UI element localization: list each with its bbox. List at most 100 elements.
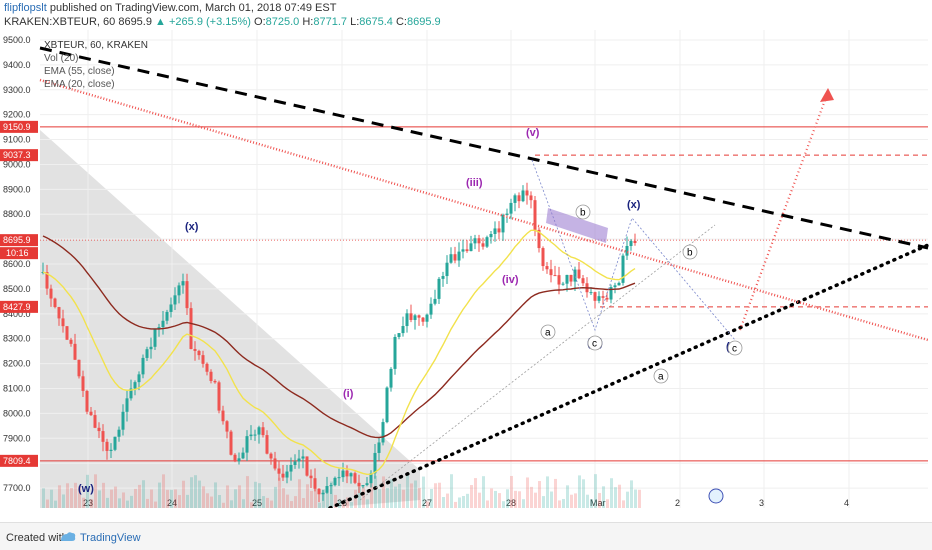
volume-bar bbox=[374, 475, 377, 508]
volume-bar bbox=[50, 489, 53, 508]
volume-bar bbox=[210, 496, 213, 508]
candle-body bbox=[381, 422, 385, 443]
candle-body bbox=[137, 374, 141, 383]
volume-bar bbox=[518, 491, 521, 508]
candle-body bbox=[161, 320, 165, 328]
volume-bar bbox=[62, 494, 65, 508]
volume-bar bbox=[74, 482, 77, 508]
candle-body bbox=[425, 314, 429, 322]
volume-bar bbox=[390, 479, 393, 508]
volume-bar bbox=[554, 478, 557, 508]
x-tick-label: 3 bbox=[759, 498, 764, 508]
x-tick-label: 25 bbox=[252, 498, 262, 508]
volume-bar bbox=[434, 483, 437, 508]
candle-body bbox=[145, 349, 149, 358]
candle-body bbox=[529, 195, 533, 201]
volume-bar bbox=[558, 500, 561, 508]
price-badge bbox=[0, 300, 38, 313]
volume-bar bbox=[58, 485, 61, 508]
candle-body bbox=[45, 272, 49, 289]
volume-bar bbox=[574, 493, 577, 508]
candle-body bbox=[357, 482, 361, 487]
volume-bar bbox=[474, 478, 477, 508]
price-badge bbox=[0, 149, 38, 162]
candle-body bbox=[313, 478, 317, 489]
candle-body bbox=[557, 275, 561, 285]
circle-label-bg bbox=[587, 335, 603, 351]
volume-bar bbox=[250, 502, 253, 508]
candle-body bbox=[245, 436, 249, 453]
tradingview-logo-icon bbox=[61, 532, 76, 541]
candle-body bbox=[349, 473, 353, 477]
candle-body bbox=[265, 435, 269, 454]
red-dotted-trendline bbox=[39, 78, 929, 342]
price-badge bbox=[0, 120, 38, 133]
candle-body bbox=[261, 427, 265, 436]
volume-bar bbox=[378, 489, 381, 508]
candle-body bbox=[377, 442, 381, 453]
volume-bar bbox=[354, 489, 357, 508]
candle-body bbox=[569, 274, 573, 282]
volume-bar bbox=[246, 476, 249, 508]
volume-bar bbox=[598, 492, 601, 508]
open-value: 8725.0 bbox=[265, 16, 300, 28]
volume-bar bbox=[54, 500, 57, 508]
low-label: L: bbox=[350, 16, 360, 28]
candle-body bbox=[217, 382, 221, 411]
volume-bar bbox=[366, 499, 369, 508]
published-text: published on TradingView.com, March 01, … bbox=[49, 2, 337, 14]
candle-body bbox=[413, 315, 417, 320]
y-tick-label: 9000.0 bbox=[3, 159, 31, 169]
volume-bar bbox=[386, 488, 389, 508]
low-value: 8675.4 bbox=[359, 16, 393, 28]
candle-body bbox=[253, 434, 257, 436]
price-badge-label: 9150.9 bbox=[3, 122, 31, 132]
circle-label-bg bbox=[575, 204, 591, 220]
author-name[interactable]: flipflopslt bbox=[4, 2, 47, 14]
candle-body bbox=[457, 251, 461, 261]
tradingview-brand[interactable]: TradingView bbox=[80, 532, 141, 544]
candle-body bbox=[305, 456, 309, 476]
candle-body bbox=[537, 229, 541, 249]
candle-body bbox=[633, 240, 637, 244]
candle-body bbox=[609, 287, 613, 300]
candle-body bbox=[481, 243, 485, 247]
volume-bar bbox=[514, 490, 517, 508]
volume-bar bbox=[146, 498, 149, 508]
candle-body bbox=[525, 190, 529, 196]
volume-bar bbox=[530, 486, 533, 508]
candle-body bbox=[465, 249, 469, 252]
volume-bar bbox=[290, 501, 293, 508]
volume-bar bbox=[494, 490, 497, 508]
candle-body bbox=[397, 333, 401, 337]
y-tick-label: 8400.0 bbox=[3, 309, 31, 319]
circle-label: a bbox=[658, 372, 664, 383]
candle-body bbox=[401, 326, 405, 334]
volume-bar bbox=[618, 484, 621, 508]
y-tick-label: 8500.0 bbox=[3, 284, 31, 294]
volume-bar bbox=[98, 490, 101, 508]
candle-body bbox=[205, 363, 209, 372]
volume-bar bbox=[382, 476, 385, 508]
volume-bar bbox=[430, 488, 433, 508]
candle-body bbox=[385, 387, 389, 423]
volume-bar bbox=[230, 500, 233, 508]
volume-bar bbox=[534, 492, 537, 508]
wave-label: (i) bbox=[343, 388, 354, 400]
volume-bar bbox=[138, 484, 141, 508]
volume-bar bbox=[462, 496, 465, 508]
black-dotted-trendline bbox=[328, 243, 930, 508]
volume-bar bbox=[578, 475, 581, 508]
price-chart[interactable]: 7700.07800.07900.08000.08100.08200.08300… bbox=[0, 30, 932, 508]
circle-label: c bbox=[592, 339, 597, 350]
x-tick-label: 2 bbox=[675, 498, 680, 508]
quote-line: KRAKEN:XBTEUR, 60 8695.9 ▲ +265.9 (+3.15… bbox=[4, 16, 441, 28]
candle-body bbox=[517, 195, 521, 202]
candle-body bbox=[613, 285, 617, 288]
candle-body bbox=[121, 411, 125, 430]
candle-body bbox=[549, 269, 553, 276]
volume-bar bbox=[158, 482, 161, 508]
y-tick-label: 8300.0 bbox=[3, 334, 31, 344]
volume-bar bbox=[298, 479, 301, 508]
price-badge-label: 7809.4 bbox=[3, 456, 31, 466]
